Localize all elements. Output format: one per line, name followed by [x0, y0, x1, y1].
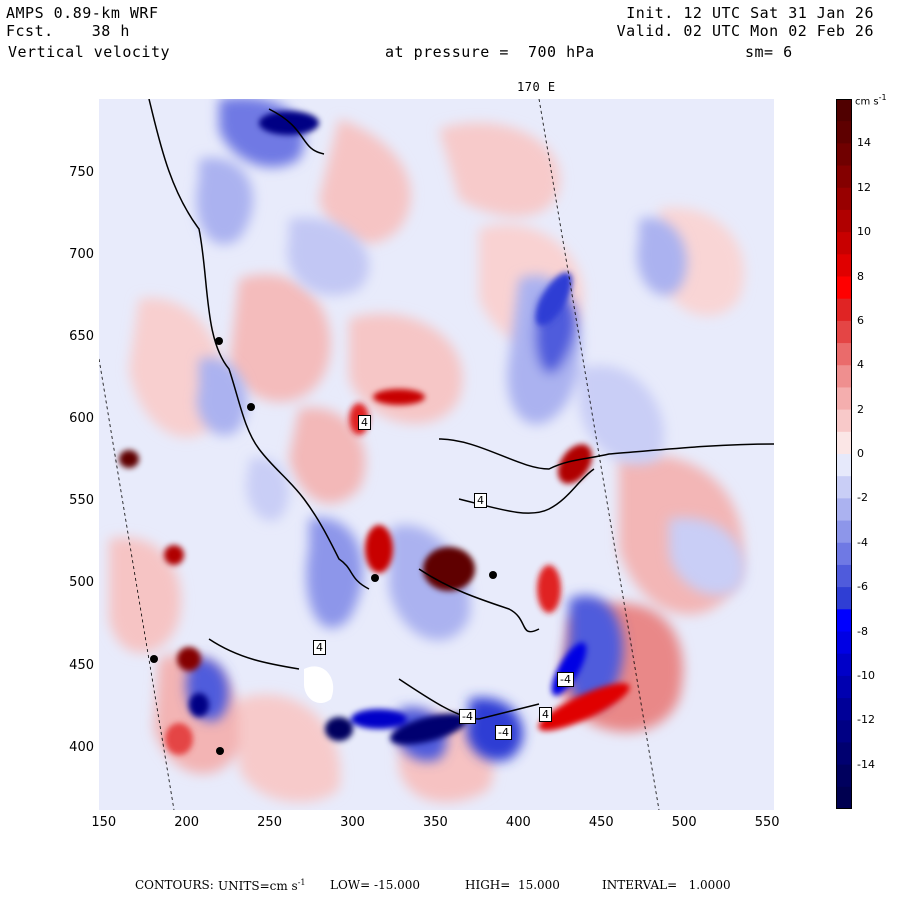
- x-tick-label: 200: [174, 815, 200, 830]
- valid-time: Valid. 02 UTC Mon 02 Feb 26: [616, 22, 874, 40]
- colorbar-tick-label: -10: [857, 668, 875, 682]
- x-tick-label: 550: [754, 815, 780, 830]
- colorbar-tick-label: -6: [857, 580, 868, 594]
- x-tick-label: 450: [588, 815, 614, 830]
- y-tick-label: 750: [69, 164, 94, 180]
- colorbar-tick-label: 4: [857, 358, 864, 372]
- vertical-velocity-map: [99, 99, 774, 810]
- colorbar-frame: [836, 99, 852, 809]
- footer-contours: CONTOURS:: [135, 878, 214, 892]
- colorbar-swatch: [836, 187, 852, 211]
- y-tick-label: 450: [69, 657, 94, 673]
- station-dots: [150, 337, 497, 755]
- colorbar-swatch: [836, 764, 852, 788]
- colorbar-swatch: [836, 520, 852, 544]
- colorbar-swatch: [836, 542, 852, 566]
- colorbar-tick-label: 8: [857, 269, 864, 283]
- colorbar-tick-label: 6: [857, 313, 864, 327]
- forecast-hour: Fcst. 38 h: [6, 22, 130, 40]
- x-tick-label: 300: [340, 815, 365, 830]
- colorbar: [836, 99, 852, 809]
- low-marker: -4: [459, 709, 476, 724]
- x-tick-label: 250: [257, 815, 282, 830]
- colorbar-swatch: [836, 365, 852, 388]
- footer-low: LOW= -15.000: [330, 878, 421, 892]
- colorbar-tick-label: 0: [857, 447, 864, 460]
- colorbar-swatch: [836, 143, 852, 167]
- high-marker: 4: [539, 707, 552, 722]
- model-title: AMPS 0.89-km WRF: [6, 4, 159, 22]
- footer-interval: INTERVAL= 1.0000: [602, 878, 731, 892]
- colorbar-swatch: [836, 720, 852, 743]
- smoothing-label: sm= 6: [745, 43, 793, 61]
- colorbar-swatch: [836, 254, 852, 277]
- colorbar-swatch: [836, 232, 852, 255]
- x-tick-label: 500: [671, 815, 697, 830]
- footer-high: HIGH= 15.000: [465, 878, 560, 892]
- colorbar-swatch: [836, 431, 852, 455]
- colorbar-swatch: [836, 454, 852, 477]
- colorbar-swatch: [836, 476, 852, 499]
- colorbar-tick-label: -14: [857, 757, 875, 771]
- high-marker: 4: [313, 640, 326, 655]
- colorbar-tick-label: -8: [857, 624, 868, 638]
- field-layer: [109, 99, 746, 803]
- meridian-label: 170 E: [517, 80, 556, 94]
- x-tick-label: 400: [505, 815, 531, 830]
- colorbar-swatch: [836, 786, 852, 809]
- colorbar-units: cm s-1: [855, 93, 887, 108]
- colorbar-tick-label: 12: [857, 180, 871, 194]
- colorbar-swatch: [836, 320, 852, 344]
- colorbar-swatch: [836, 409, 852, 433]
- colorbar-swatch: [836, 653, 852, 677]
- colorbar-swatch: [836, 587, 852, 610]
- x-tick-label: 350: [423, 815, 448, 830]
- colorbar-swatch: [836, 698, 852, 721]
- colorbar-swatch: [836, 99, 852, 122]
- coastlines: [148, 99, 774, 720]
- colorbar-swatch: [836, 165, 852, 189]
- white-gap: [304, 666, 334, 704]
- y-tick-label: 400: [69, 739, 94, 755]
- high-marker: 4: [358, 415, 371, 430]
- y-tick-label: 500: [69, 575, 94, 591]
- colorbar-swatch: [836, 675, 852, 699]
- colorbar-tick-label: -12: [857, 713, 875, 727]
- colorbar-swatch: [836, 387, 852, 411]
- y-tick-label: 650: [69, 329, 94, 345]
- low-marker: -4: [557, 672, 574, 687]
- colorbar-swatch: [836, 298, 852, 322]
- colorbar-swatch: [836, 498, 852, 522]
- colorbar-swatch: [836, 121, 852, 144]
- colorbar-swatch: [836, 631, 852, 655]
- field-name: Vertical velocity: [8, 43, 171, 61]
- footer-units: UNITS=cm s-1: [218, 878, 306, 893]
- colorbar-tick-label: 2: [857, 402, 864, 416]
- y-tick-label: 700: [69, 246, 94, 262]
- y-tick-label: 600: [69, 411, 94, 427]
- x-tick-label: 150: [91, 815, 117, 830]
- pink-regions: [109, 119, 745, 803]
- colorbar-swatch: [836, 742, 852, 766]
- colorbar-swatch: [836, 276, 852, 300]
- meridian-lines: [99, 99, 660, 810]
- colorbar-tick-label: 14: [857, 136, 871, 150]
- colorbar-swatch: [836, 343, 852, 366]
- colorbar-tick-label: 10: [857, 225, 871, 239]
- colorbar-swatch: [836, 609, 852, 632]
- colorbar-tick-label: -2: [857, 491, 868, 505]
- colorbar-swatch: [836, 564, 852, 588]
- high-marker: 4: [474, 493, 487, 508]
- y-tick-label: 550: [69, 493, 94, 509]
- init-time: Init. 12 UTC Sat 31 Jan 26: [626, 4, 874, 22]
- colorbar-swatch: [836, 209, 852, 233]
- pressure-level: at pressure = 700 hPa: [385, 43, 595, 61]
- colorbar-tick-label: -4: [857, 535, 868, 549]
- low-marker: -4: [495, 725, 512, 740]
